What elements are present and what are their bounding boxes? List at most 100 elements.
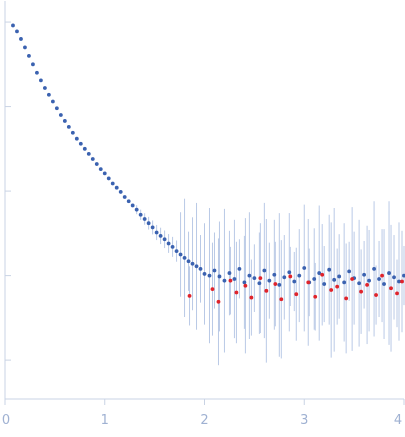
data-point-positive-74 xyxy=(332,277,337,282)
data-point-positive-28 xyxy=(122,195,127,199)
data-point-positive-57 xyxy=(247,273,252,278)
x-tick-label-0: 0 xyxy=(2,413,10,428)
data-point-negative-22 xyxy=(374,293,378,297)
data-point-positive-72 xyxy=(322,282,327,286)
data-point-negative-11 xyxy=(288,274,293,279)
data-point-positive-63 xyxy=(277,283,282,287)
data-point-positive-68 xyxy=(302,266,307,270)
data-point-positive-14 xyxy=(66,124,71,129)
data-point-negative-10 xyxy=(279,297,284,302)
data-point-positive-26 xyxy=(114,185,119,190)
data-point-negative-20 xyxy=(359,289,364,294)
data-point-positive-37 xyxy=(158,233,163,238)
data-point-positive-3 xyxy=(23,45,27,50)
data-point-negative-26 xyxy=(400,279,404,284)
data-point-positive-88 xyxy=(402,273,405,278)
data-point-negative-4 xyxy=(234,290,239,295)
x-tick-label-4: 4 xyxy=(394,413,402,428)
data-point-positive-65 xyxy=(287,270,292,275)
data-point-positive-47 xyxy=(198,266,203,271)
data-point-positive-50 xyxy=(212,268,217,273)
data-point-positive-34 xyxy=(146,221,151,226)
data-point-positive-6 xyxy=(35,70,39,75)
data-point-positive-11 xyxy=(54,106,59,111)
data-point-positive-62 xyxy=(272,272,277,277)
data-point-positive-25 xyxy=(110,181,115,186)
data-point-negative-12 xyxy=(294,292,299,297)
data-point-positive-0 xyxy=(11,23,15,28)
data-point-positive-43 xyxy=(182,255,187,260)
data-point-positive-42 xyxy=(178,252,183,257)
data-point-positive-83 xyxy=(377,277,381,281)
data-point-negative-23 xyxy=(380,273,384,278)
data-point-positive-40 xyxy=(170,244,175,249)
data-point-positive-24 xyxy=(106,176,111,181)
data-point-negative-9 xyxy=(273,282,278,286)
data-point-positive-64 xyxy=(282,275,287,280)
data-point-positive-12 xyxy=(58,113,63,117)
data-point-positive-7 xyxy=(39,78,43,83)
data-point-negative-18 xyxy=(344,296,349,301)
data-point-positive-18 xyxy=(82,146,87,151)
data-point-positive-85 xyxy=(387,271,391,275)
data-point-positive-58 xyxy=(252,276,257,281)
data-point-negative-17 xyxy=(335,284,340,289)
data-point-negative-1 xyxy=(210,287,215,292)
data-point-positive-19 xyxy=(86,152,91,156)
data-point-positive-87 xyxy=(397,279,401,284)
data-point-negative-21 xyxy=(365,283,369,287)
data-point-positive-21 xyxy=(94,162,99,166)
data-point-positive-82 xyxy=(372,266,376,271)
data-point-negative-25 xyxy=(395,291,399,296)
data-point-positive-56 xyxy=(242,280,247,285)
data-point-positive-35 xyxy=(150,225,155,230)
data-point-positive-77 xyxy=(347,269,352,274)
data-point-negative-16 xyxy=(329,288,334,292)
data-point-positive-53 xyxy=(227,271,232,275)
data-point-positive-67 xyxy=(297,273,302,278)
data-point-positive-45 xyxy=(190,261,195,266)
data-point-positive-39 xyxy=(166,241,171,246)
data-point-positive-75 xyxy=(337,274,342,279)
data-point-negative-13 xyxy=(306,280,311,285)
data-point-positive-81 xyxy=(367,278,371,283)
data-point-negative-0 xyxy=(187,293,192,298)
x-ticks: 0 1 2 3 4 xyxy=(2,399,405,428)
data-point-positive-5 xyxy=(31,62,35,67)
data-points xyxy=(11,23,405,304)
data-point-positive-71 xyxy=(317,271,322,275)
data-point-positive-41 xyxy=(174,249,179,253)
data-point-positive-36 xyxy=(154,230,159,235)
y-ticks xyxy=(5,21,11,361)
data-point-negative-8 xyxy=(264,288,269,293)
data-point-positive-66 xyxy=(292,279,297,284)
data-point-positive-4 xyxy=(27,53,31,58)
data-point-positive-10 xyxy=(50,99,55,104)
data-point-positive-44 xyxy=(186,259,191,264)
data-point-negative-24 xyxy=(389,286,393,291)
data-point-positive-52 xyxy=(222,278,227,283)
data-point-positive-70 xyxy=(312,277,317,281)
data-point-positive-13 xyxy=(62,119,67,123)
data-point-negative-7 xyxy=(258,276,263,281)
data-point-positive-30 xyxy=(130,203,135,208)
x-tick-label-3: 3 xyxy=(300,413,308,428)
data-point-positive-73 xyxy=(327,267,332,272)
x-tick-label-1: 1 xyxy=(101,413,109,428)
data-point-positive-60 xyxy=(262,268,267,273)
data-point-positive-46 xyxy=(194,264,199,269)
data-point-positive-59 xyxy=(257,281,262,286)
data-point-negative-15 xyxy=(320,272,325,277)
data-point-positive-9 xyxy=(46,92,51,97)
data-point-positive-2 xyxy=(19,37,23,41)
data-point-positive-27 xyxy=(118,190,123,194)
data-point-negative-3 xyxy=(228,278,233,283)
data-point-positive-54 xyxy=(232,277,237,281)
data-point-positive-86 xyxy=(392,275,396,280)
data-point-positive-61 xyxy=(267,278,272,283)
data-point-positive-16 xyxy=(74,136,79,141)
data-point-positive-29 xyxy=(126,199,131,204)
data-point-negative-5 xyxy=(243,283,248,288)
data-point-positive-76 xyxy=(342,280,347,285)
